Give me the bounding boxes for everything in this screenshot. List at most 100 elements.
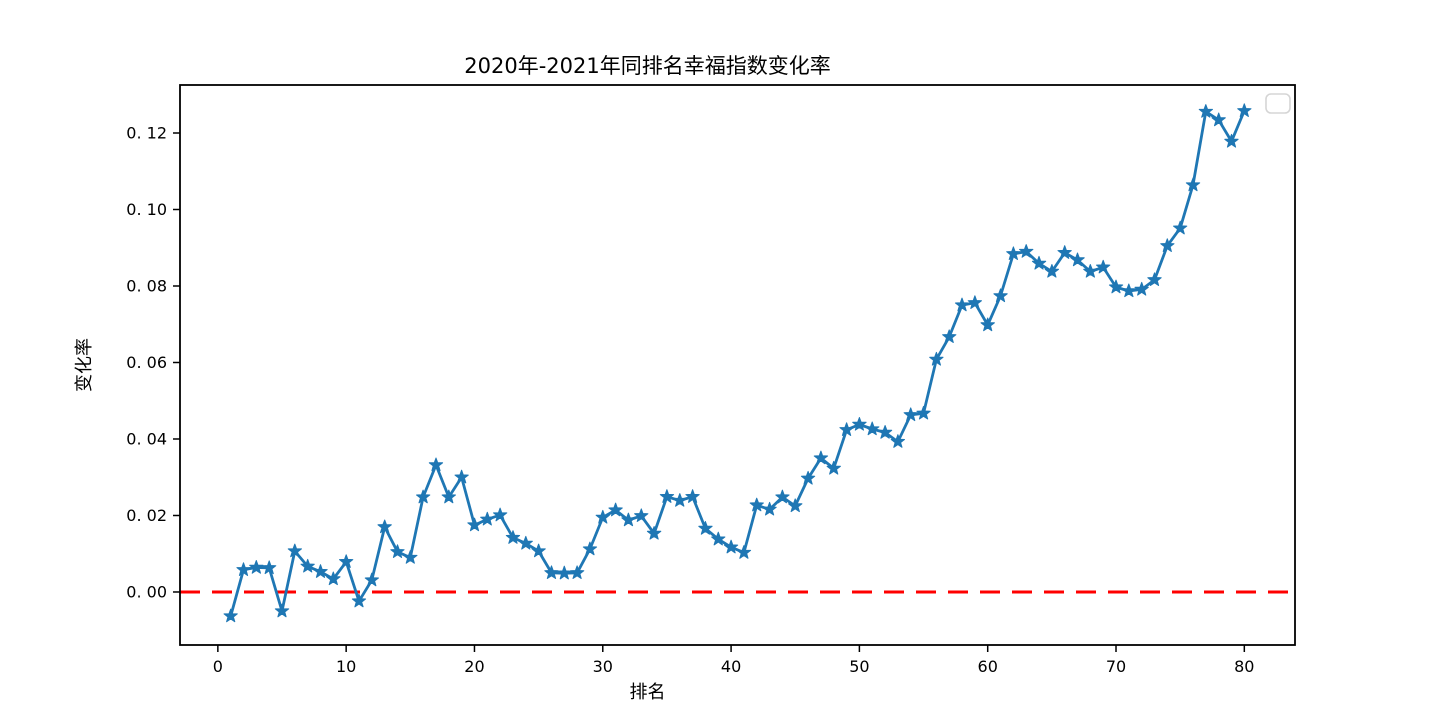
data-point-marker bbox=[1019, 244, 1034, 258]
data-point-marker bbox=[967, 295, 982, 309]
data-point-marker bbox=[1070, 252, 1085, 267]
data-point-marker bbox=[813, 450, 829, 465]
data-point-marker bbox=[416, 489, 431, 504]
data-point-marker bbox=[685, 489, 700, 503]
data-point-marker bbox=[723, 539, 739, 554]
data-point-marker bbox=[1044, 264, 1059, 278]
data-point-marker bbox=[441, 489, 456, 504]
data-point-marker bbox=[249, 560, 264, 574]
data-point-marker bbox=[1147, 272, 1162, 286]
data-point-marker bbox=[916, 405, 931, 420]
data-point-marker bbox=[403, 550, 418, 564]
data-point-marker bbox=[531, 543, 546, 558]
data-point-marker bbox=[1108, 279, 1124, 294]
data-point-marker bbox=[454, 469, 469, 484]
y-tick-label: 0. 02 bbox=[126, 506, 167, 525]
x-tick-label: 10 bbox=[336, 657, 356, 676]
data-point-marker bbox=[942, 329, 957, 343]
data-point-marker bbox=[634, 508, 649, 522]
data-point-marker bbox=[1121, 283, 1136, 298]
data-point-marker bbox=[762, 501, 777, 516]
data-point-marker bbox=[608, 502, 623, 517]
data-point-marker bbox=[788, 498, 803, 513]
x-axis-label: 排名 bbox=[629, 682, 666, 703]
data-point-marker bbox=[1198, 104, 1213, 118]
data-point-marker bbox=[1185, 177, 1201, 192]
data-point-marker bbox=[326, 571, 341, 586]
data-point-marker bbox=[1031, 255, 1047, 270]
data-point-marker bbox=[428, 457, 444, 472]
data-point-marker bbox=[1057, 245, 1072, 259]
x-tick-label: 20 bbox=[464, 657, 484, 676]
data-point-marker bbox=[351, 593, 367, 608]
data-point-marker bbox=[570, 565, 585, 579]
data-point-marker bbox=[839, 422, 854, 436]
data-point-marker bbox=[1237, 103, 1252, 117]
data-point-marker bbox=[544, 565, 559, 579]
x-tick-label: 60 bbox=[978, 657, 998, 676]
data-point-marker bbox=[1160, 238, 1175, 252]
data-point-marker bbox=[236, 562, 251, 576]
data-point-marker bbox=[890, 434, 905, 448]
data-point-marker bbox=[377, 519, 392, 534]
data-point-marker bbox=[929, 351, 944, 366]
data-point-marker bbox=[698, 521, 713, 535]
y-tick-label: 0. 10 bbox=[126, 200, 167, 219]
data-point-marker bbox=[313, 564, 328, 578]
x-tick-label: 0 bbox=[213, 657, 223, 676]
data-point-marker bbox=[980, 317, 995, 332]
data-point-marker bbox=[1006, 246, 1021, 260]
legend-box bbox=[1265, 93, 1291, 114]
series-line bbox=[229, 109, 1246, 618]
data-point-marker bbox=[223, 608, 238, 623]
data-point-marker bbox=[1173, 220, 1188, 235]
data-point-marker bbox=[274, 603, 290, 618]
data-point-marker bbox=[582, 541, 598, 556]
data-point-marker bbox=[262, 560, 277, 575]
data-point-marker bbox=[800, 470, 816, 485]
y-tick-label: 0. 00 bbox=[126, 582, 167, 601]
data-point-marker bbox=[518, 535, 533, 550]
data-point-marker bbox=[493, 507, 508, 522]
data-point-marker bbox=[390, 544, 405, 558]
data-point-marker bbox=[595, 509, 610, 524]
data-point-marker bbox=[364, 572, 379, 587]
x-tick-label: 40 bbox=[721, 657, 741, 676]
data-point-marker bbox=[1224, 133, 1239, 148]
data-point-marker bbox=[659, 489, 675, 503]
data-point-marker bbox=[877, 425, 893, 439]
data-point-marker bbox=[672, 493, 687, 507]
data-point-marker bbox=[339, 554, 354, 568]
data-point-marker bbox=[993, 288, 1008, 303]
data-point-marker bbox=[852, 417, 867, 431]
data-point-marker bbox=[287, 543, 302, 558]
data-point-marker bbox=[736, 545, 752, 559]
data-point-marker bbox=[480, 511, 495, 526]
y-tick-label: 0. 06 bbox=[126, 353, 167, 372]
x-tick-label: 30 bbox=[593, 657, 613, 676]
chart-title: 2020年-2021年同排名幸福指数变化率 bbox=[464, 54, 831, 78]
data-point-marker bbox=[300, 558, 315, 573]
data-point-marker bbox=[621, 512, 636, 527]
data-point-marker bbox=[1096, 259, 1111, 274]
data-point-marker bbox=[749, 497, 764, 512]
y-tick-label: 0. 04 bbox=[126, 429, 167, 448]
x-tick-label: 80 bbox=[1234, 657, 1254, 676]
data-point-marker bbox=[1083, 264, 1098, 278]
y-axis-label: 变化率 bbox=[74, 338, 95, 392]
y-tick-label: 0. 08 bbox=[126, 276, 167, 295]
data-point-marker bbox=[505, 530, 521, 544]
x-tick-label: 70 bbox=[1106, 657, 1126, 676]
data-point-marker bbox=[826, 460, 841, 475]
data-point-marker bbox=[1134, 281, 1149, 296]
data-point-marker bbox=[557, 565, 572, 580]
data-point-marker bbox=[775, 489, 790, 504]
x-tick-label: 50 bbox=[849, 657, 869, 676]
data-point-marker bbox=[954, 297, 970, 312]
data-point-marker bbox=[903, 407, 918, 422]
data-point-marker bbox=[1211, 112, 1226, 127]
data-point-marker bbox=[467, 517, 482, 532]
data-point-marker bbox=[711, 531, 726, 546]
